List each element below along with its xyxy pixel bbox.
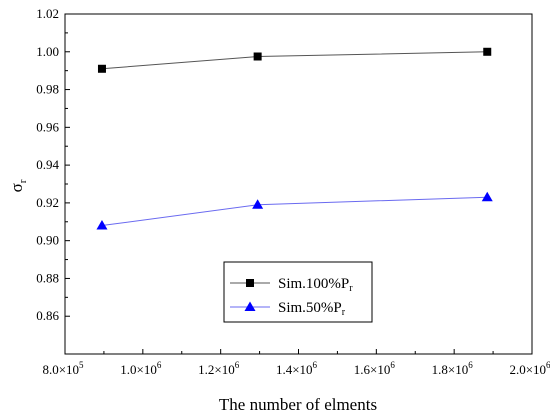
y-tick-label: 0.98 [36, 82, 59, 97]
x-tick-label: 8.0×105 [42, 360, 84, 377]
y-tick-label: 1.02 [36, 6, 59, 21]
data-point [481, 191, 493, 202]
legend-box [223, 261, 373, 323]
legend-marker [246, 279, 254, 287]
x-tick-label: 1.0×106 [120, 360, 162, 377]
legend-label: Sim.100%Pr [278, 276, 353, 294]
y-axis-label: σr [7, 179, 29, 192]
x-tick-label: 1.2×106 [198, 360, 240, 377]
y-tick-label: 0.94 [36, 157, 59, 172]
data-point [483, 47, 492, 56]
legend-items: Sim.100%Pr Sim.50%Pr [230, 276, 353, 318]
legend: Sim.100%Pr Sim.50%Pr [223, 261, 373, 323]
y-tick-label: 0.96 [36, 119, 59, 134]
y-tick-label: 0.92 [36, 195, 59, 210]
x-tick-label: 1.4×106 [276, 360, 318, 377]
series-layer [96, 47, 493, 230]
y-tick-label: 0.88 [36, 270, 59, 285]
y-axis-ticks: 0.86 0.88 0.90 0.92 0.94 0.96 0.98 1.00 1.02 [36, 6, 70, 323]
data-point [96, 220, 108, 230]
x-tick-label: 1.8×106 [432, 360, 474, 377]
legend-marker [244, 301, 256, 311]
series-line [101, 196, 488, 227]
y-tick-label: 0.86 [36, 308, 59, 323]
x-tick-label: 1.6×106 [354, 360, 396, 377]
x-tick-label: 2.0×106 [509, 360, 550, 377]
data-point [253, 52, 262, 61]
x-axis-ticks: 8.0×105 1.0×106 1.2×106 1.4×106 1.6×106 1.8×1… [42, 349, 550, 377]
y-tick-label: 1.00 [36, 44, 59, 59]
data-point [252, 199, 264, 209]
data-point [97, 64, 106, 73]
series-line [101, 51, 488, 70]
x-axis-label: The number of elments [219, 395, 377, 414]
legend-label: Sim.50%Pr [278, 300, 346, 318]
y-tick-label: 0.90 [36, 233, 59, 248]
